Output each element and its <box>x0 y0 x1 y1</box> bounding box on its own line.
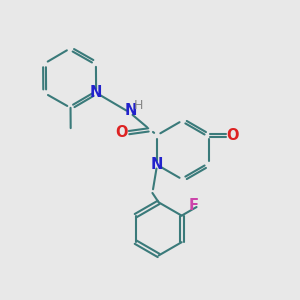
Text: O: O <box>226 128 239 143</box>
Text: N: N <box>151 157 163 172</box>
Text: O: O <box>116 125 128 140</box>
Text: N: N <box>125 103 137 118</box>
Text: N: N <box>90 85 102 100</box>
Text: F: F <box>188 198 198 213</box>
Text: H: H <box>134 99 143 112</box>
